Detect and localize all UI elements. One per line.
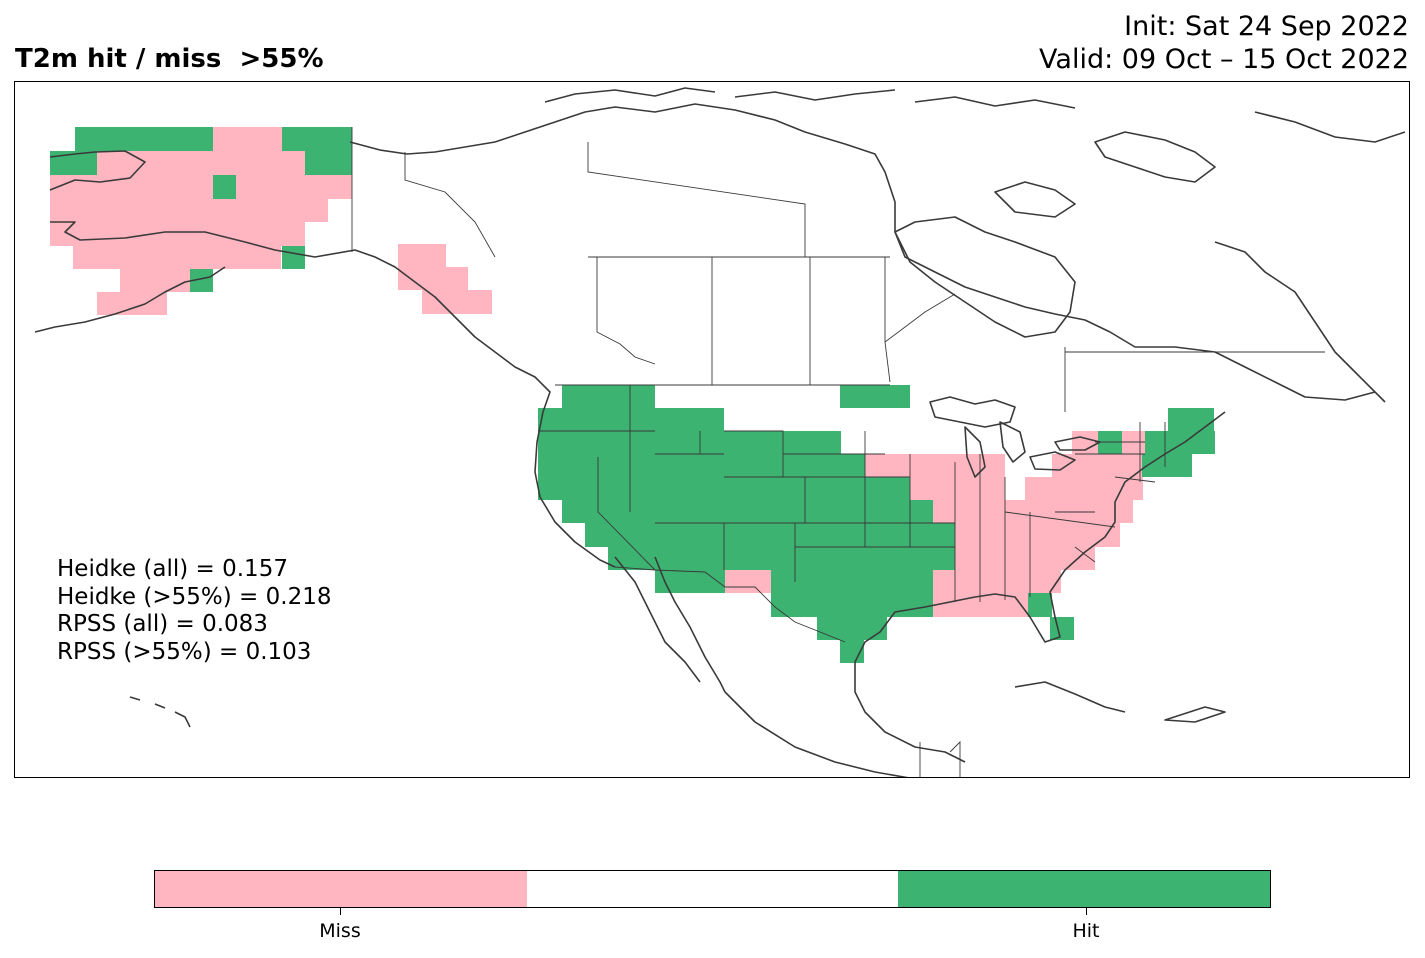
colorbar-label-miss: Miss (319, 920, 361, 942)
colorbar-segment-neutral (526, 871, 899, 907)
score-rpss-55: RPSS (>55%) = 0.103 (57, 638, 312, 665)
map-panel (14, 81, 1410, 778)
colorbar-tick-miss (340, 908, 341, 915)
colorbar-segment-miss (155, 871, 527, 907)
date-info: Init: Sat 24 Sep 2022 Valid: 09 Oct – 15… (1039, 10, 1409, 76)
map-canvas (34, 87, 1406, 777)
score-rpss-all: RPSS (all) = 0.083 (57, 611, 268, 637)
valid-period: Valid: 09 Oct – 15 Oct 2022 (1039, 44, 1409, 75)
miss-cells (50, 127, 1152, 617)
score-heidke-all: Heidke (all) = 0.157 (57, 556, 288, 582)
colorbar-segment-hit (898, 871, 1271, 907)
init-date: Init: Sat 24 Sep 2022 (1124, 11, 1409, 42)
colorbar-label-hit: Hit (1072, 920, 1100, 942)
map-title: T2m hit / miss >55% (15, 44, 324, 74)
borders (351, 127, 1325, 777)
score-heidke-55: Heidke (>55%) = 0.218 (57, 583, 332, 610)
colorbar (154, 870, 1271, 908)
colorbar-tick-hit (1086, 908, 1087, 915)
verification-scores: Heidke (all) = 0.157 Heidke (>55%) = 0.2… (57, 556, 331, 666)
